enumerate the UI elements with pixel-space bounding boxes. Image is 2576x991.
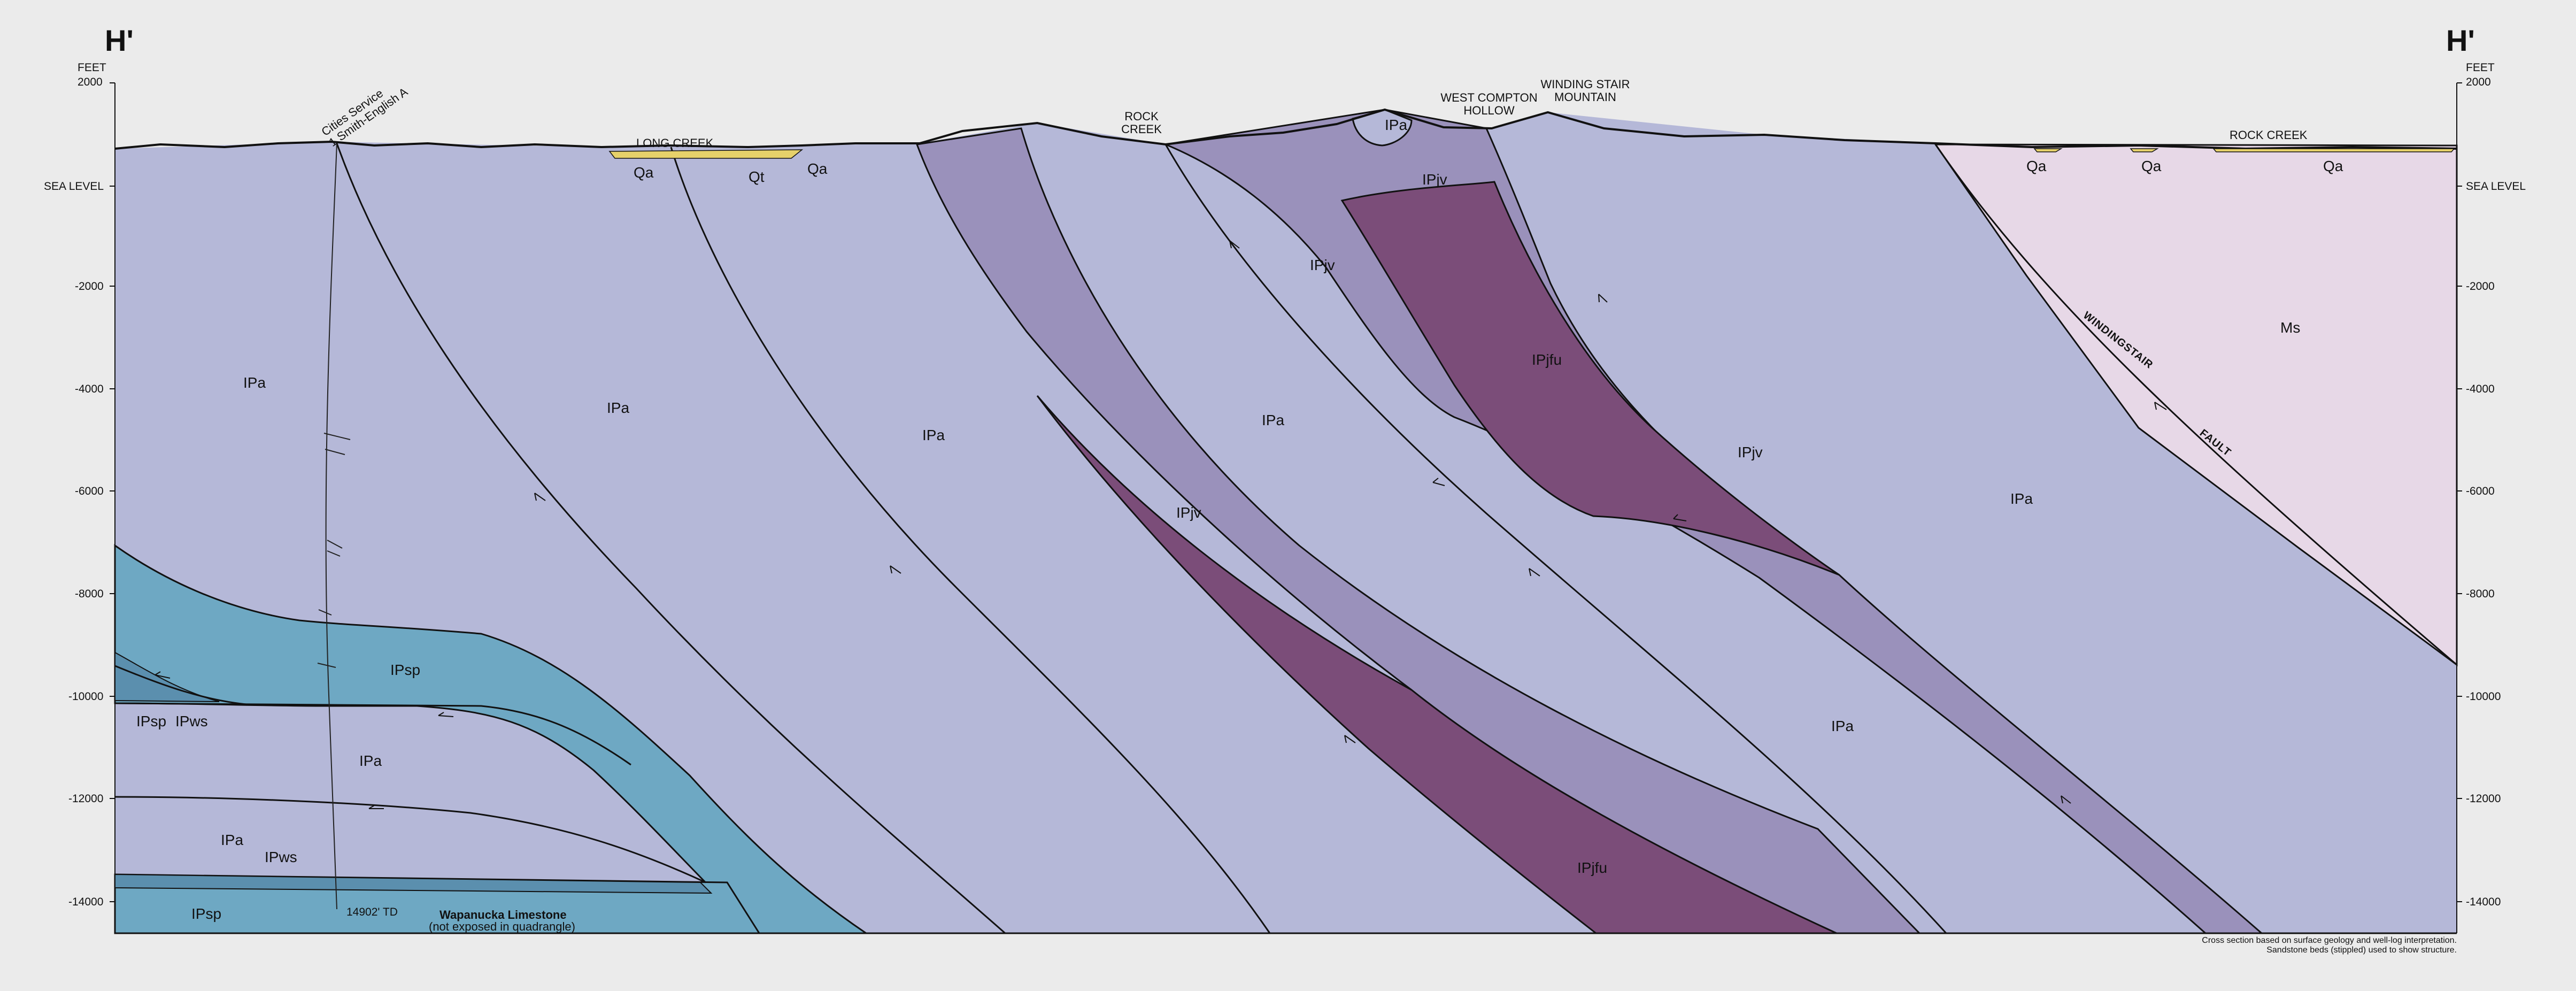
- right-tick-m12000: -12000: [2466, 793, 2501, 805]
- unit-label-pa-6: IPa: [1831, 718, 1854, 734]
- place-rock-creek-center: ROCK CREEK: [1121, 110, 1162, 136]
- unit-label-pws-1: IPws: [175, 713, 208, 729]
- unit-label-pa-knob: IPa: [1385, 117, 1407, 133]
- alluvium-deposits: [608, 148, 2455, 159]
- unit-label-pjv-1: IPjv: [1310, 257, 1335, 273]
- unit-label-pws-2: IPws: [265, 849, 297, 865]
- fault-motion-arrows: [155, 240, 2167, 809]
- right-tick-m14000: -14000: [2466, 896, 2501, 908]
- wapanucka-note: (not exposed in quadrangle): [429, 920, 575, 933]
- right-tick-m8000: -8000: [2466, 588, 2495, 600]
- left-axis-unit: FEET: [78, 62, 106, 74]
- left-tick-m10000: -10000: [68, 690, 103, 703]
- unit-label-pa-5: IPa: [2010, 490, 2033, 507]
- unit-label-pa-4: IPa: [1262, 412, 1284, 428]
- footnote-line-2: Sandstone beds (stippled) used to show s…: [2266, 946, 2457, 955]
- right-tick-2000: 2000: [2466, 76, 2491, 88]
- unit-pa-base: [115, 110, 2457, 933]
- unit-label-pjfu-1: IPjfu: [1532, 351, 1562, 368]
- unit-psp-band: [114, 544, 869, 934]
- unit-label-pa-2: IPa: [607, 400, 629, 416]
- well-trace: [325, 143, 337, 910]
- place-long-creek: LONG CREEK: [636, 136, 714, 150]
- left-tick-2000: 2000: [78, 76, 103, 88]
- topographic-profile: [114, 108, 2457, 150]
- left-tick-m2000: -2000: [75, 280, 104, 293]
- unit-pjfu-right: [1340, 181, 1840, 576]
- place-winding-stair-mountain: WINDING STAIR MOUNTAIN: [1540, 78, 1630, 104]
- well-ticks: [317, 433, 351, 668]
- unit-label-pa-8: IPa: [221, 832, 243, 848]
- unit-label-pa-7: IPa: [359, 752, 382, 769]
- unit-label-qa-1: Qa: [634, 164, 654, 181]
- fault-lines: [114, 143, 2457, 934]
- unit-pa-knob: [1352, 109, 1413, 147]
- left-axis: [110, 82, 115, 933]
- right-tick-m4000: -4000: [2466, 383, 2495, 395]
- left-tick-m12000: -12000: [68, 793, 103, 805]
- left-tick-m4000: -4000: [75, 383, 104, 395]
- left-sea-level: SEA LEVEL: [44, 180, 104, 193]
- unit-label-pjv-2: IPjv: [1422, 171, 1447, 188]
- right-axis: [2456, 82, 2462, 933]
- unit-label-psp-3: IPsp: [191, 905, 221, 922]
- left-tick-m8000: -8000: [75, 588, 104, 600]
- right-axis-unit: FEET: [2466, 62, 2495, 74]
- unit-label-psp-2: IPsp: [136, 713, 166, 729]
- wapanucka-name: Wapanucka Limestone: [439, 908, 567, 921]
- unit-label-pa-1: IPa: [243, 374, 266, 391]
- unit-label-qt: Qt: [749, 168, 765, 185]
- well-td-label: 14902' TD: [346, 906, 398, 918]
- unit-pws-thin-left: [114, 651, 220, 702]
- right-end-label: H': [2446, 24, 2475, 57]
- right-tick-m2000: -2000: [2466, 280, 2495, 293]
- unit-label-qa-5: Qa: [2323, 158, 2343, 174]
- place-rock-creek-right: ROCK CREEK: [2230, 128, 2308, 142]
- unit-pjfu-center-wedge: [1036, 395, 1837, 934]
- well-name: Cities Service1 Smith-English A: [319, 74, 411, 149]
- place-west-compton-hollow: WEST COMPTON HOLLOW: [1440, 91, 1537, 117]
- unit-label-qa-4: Qa: [2141, 158, 2162, 174]
- left-tick-m6000: -6000: [75, 485, 104, 497]
- right-tick-m6000: -6000: [2466, 485, 2495, 497]
- left-end-label: H': [105, 24, 134, 57]
- right-sea-level: SEA LEVEL: [2466, 180, 2526, 193]
- unit-label-pjfu-2: IPjfu: [1577, 859, 1607, 876]
- unit-label-qa-3: Qa: [2026, 158, 2047, 174]
- unit-label-qa-2: Qa: [807, 160, 828, 177]
- footnote-line-1: Cross section based on surface geology a…: [2202, 936, 2457, 945]
- right-tick-m10000: -10000: [2466, 690, 2501, 703]
- unit-label-pjv-3: IPjv: [1176, 504, 1201, 521]
- unit-label-ms: Ms: [2280, 319, 2300, 336]
- unit-label-pa-3: IPa: [922, 427, 945, 443]
- left-tick-m14000: -14000: [68, 896, 103, 908]
- unit-label-pjv-4: IPjv: [1738, 444, 1763, 460]
- unit-label-psp-1: IPsp: [390, 662, 420, 678]
